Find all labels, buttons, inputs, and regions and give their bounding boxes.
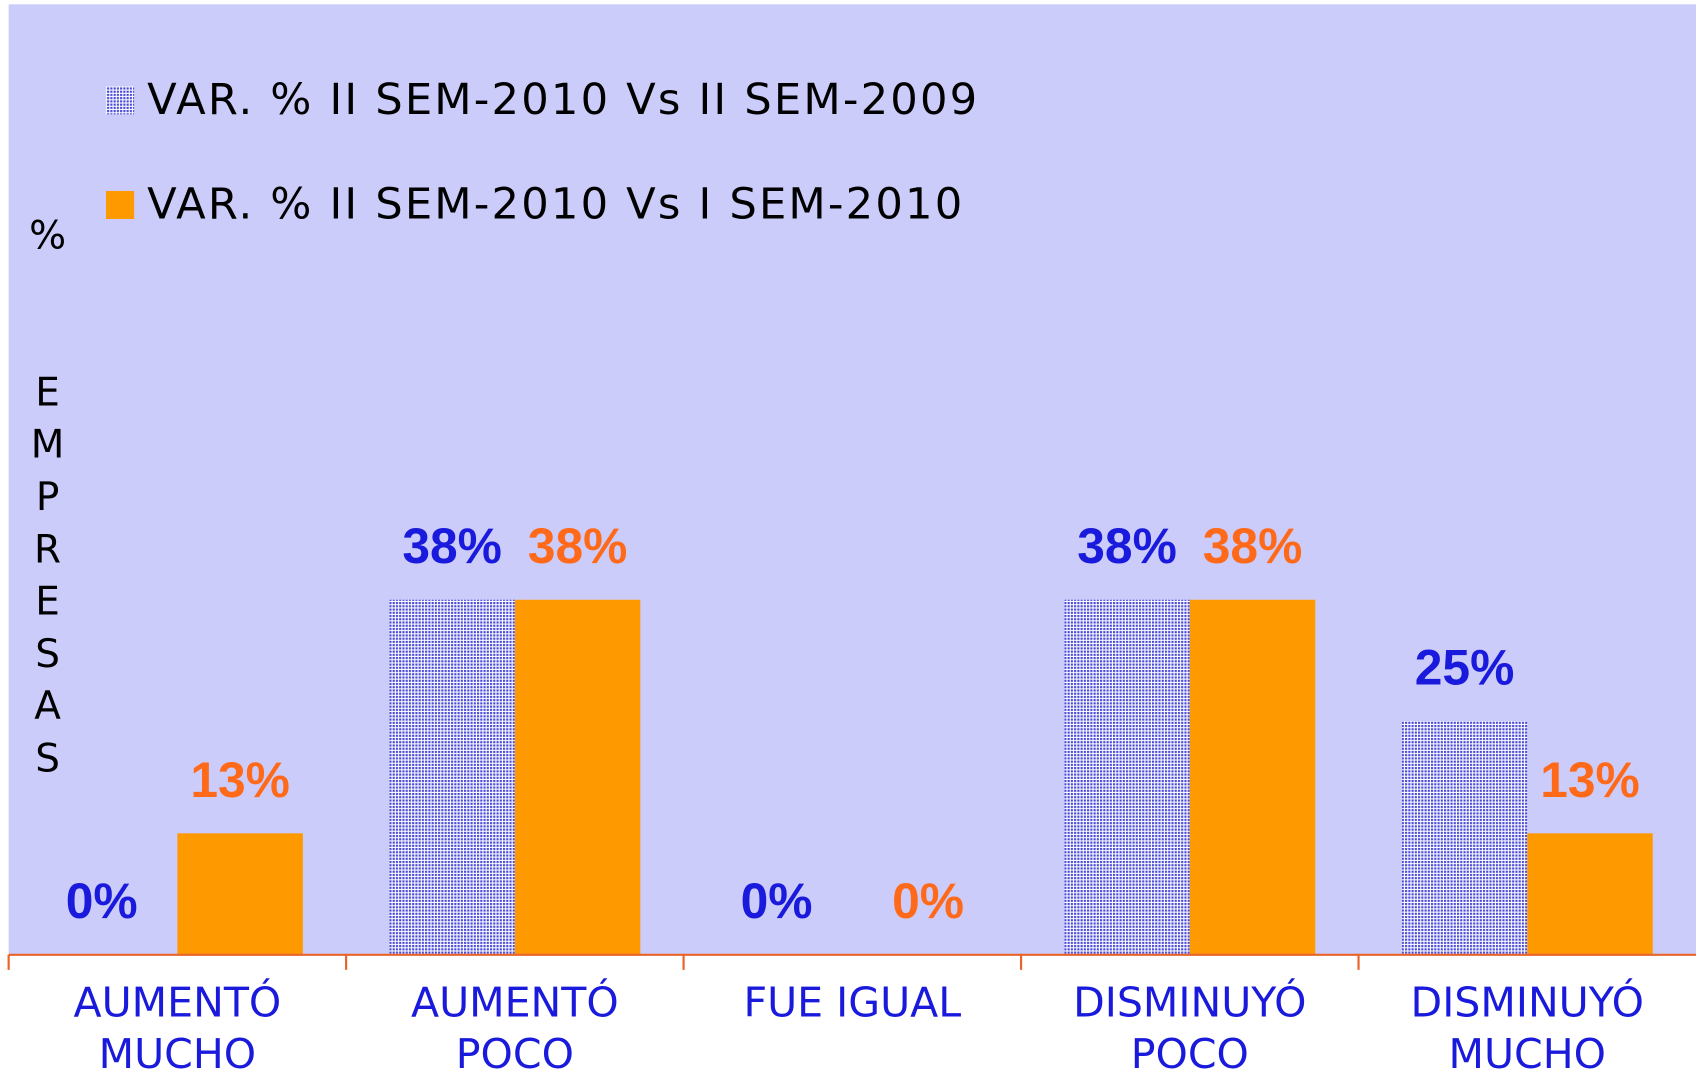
x-tick-label: MUCHO bbox=[99, 1030, 256, 1078]
bar bbox=[389, 599, 515, 955]
y-axis-label-char: A bbox=[34, 684, 61, 729]
y-axis-label-char: S bbox=[35, 736, 60, 781]
bar bbox=[177, 833, 303, 955]
value-label: 13% bbox=[190, 752, 290, 808]
value-label: 25% bbox=[1415, 640, 1515, 696]
value-label: 38% bbox=[528, 518, 628, 574]
bar bbox=[1064, 599, 1190, 955]
bar bbox=[1527, 833, 1653, 955]
value-label: 0% bbox=[66, 873, 138, 929]
bar bbox=[1189, 599, 1316, 955]
y-axis-label-char: E bbox=[35, 370, 60, 415]
value-label: 0% bbox=[892, 873, 964, 929]
y-axis-label-char: P bbox=[36, 474, 59, 519]
y-axis-label-char: S bbox=[35, 631, 60, 676]
x-tick-label: POCO bbox=[1131, 1030, 1249, 1078]
value-label: 0% bbox=[741, 873, 813, 929]
legend-swatch bbox=[106, 190, 135, 220]
y-axis-label-char: % bbox=[29, 213, 66, 258]
y-axis-label-char: E bbox=[35, 579, 60, 624]
x-tick-label: POCO bbox=[456, 1030, 574, 1078]
x-tick-label: MUCHO bbox=[1449, 1030, 1606, 1078]
x-tick-label: DISMINUYÓ bbox=[1073, 979, 1306, 1027]
x-tick-label: DISMINUYÓ bbox=[1411, 979, 1644, 1027]
x-tick-label: AUMENTÓ bbox=[74, 979, 282, 1027]
x-tick-label: FUE IGUAL bbox=[743, 979, 961, 1027]
bar bbox=[1401, 721, 1528, 955]
y-axis-label-char: R bbox=[34, 527, 61, 572]
value-label: 38% bbox=[1077, 518, 1177, 574]
value-label: 38% bbox=[1203, 518, 1303, 574]
legend-label: VAR. % II SEM-2010 Vs I SEM-2010 bbox=[147, 180, 964, 230]
legend-swatch bbox=[106, 86, 135, 115]
x-tick-label: AUMENTÓ bbox=[411, 979, 619, 1027]
y-axis-label-char bbox=[41, 318, 53, 363]
y-axis-label-char: M bbox=[31, 422, 65, 467]
legend-label: VAR. % II SEM-2010 Vs II SEM-2009 bbox=[147, 75, 979, 125]
bar bbox=[514, 599, 641, 955]
value-label: 13% bbox=[1540, 752, 1640, 808]
value-label: 38% bbox=[402, 518, 502, 574]
